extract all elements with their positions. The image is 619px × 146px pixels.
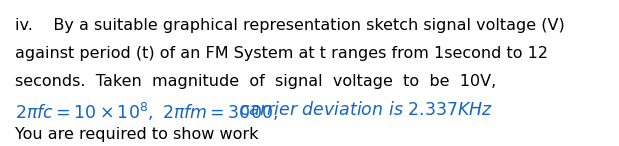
Text: You are required to show work: You are required to show work (15, 127, 258, 142)
Text: seconds.  Taken  magnitude  of  signal  voltage  to  be  10V,: seconds. Taken magnitude of signal volta… (15, 74, 496, 89)
Text: iv.    By a suitable graphical representation sketch signal voltage (V): iv. By a suitable graphical representati… (15, 18, 565, 33)
Text: $2\pi fc = 10 \times 10^{8},\ 2\pi fm = 3000,$: $2\pi fc = 10 \times 10^{8},\ 2\pi fm = … (15, 101, 277, 123)
Text: $carrier\ deviation\ is\ 2.337KHz$: $carrier\ deviation\ is\ 2.337KHz$ (239, 101, 493, 119)
Text: against period (t) of an FM System at t ranges from 1second to 12: against period (t) of an FM System at t … (15, 46, 548, 61)
